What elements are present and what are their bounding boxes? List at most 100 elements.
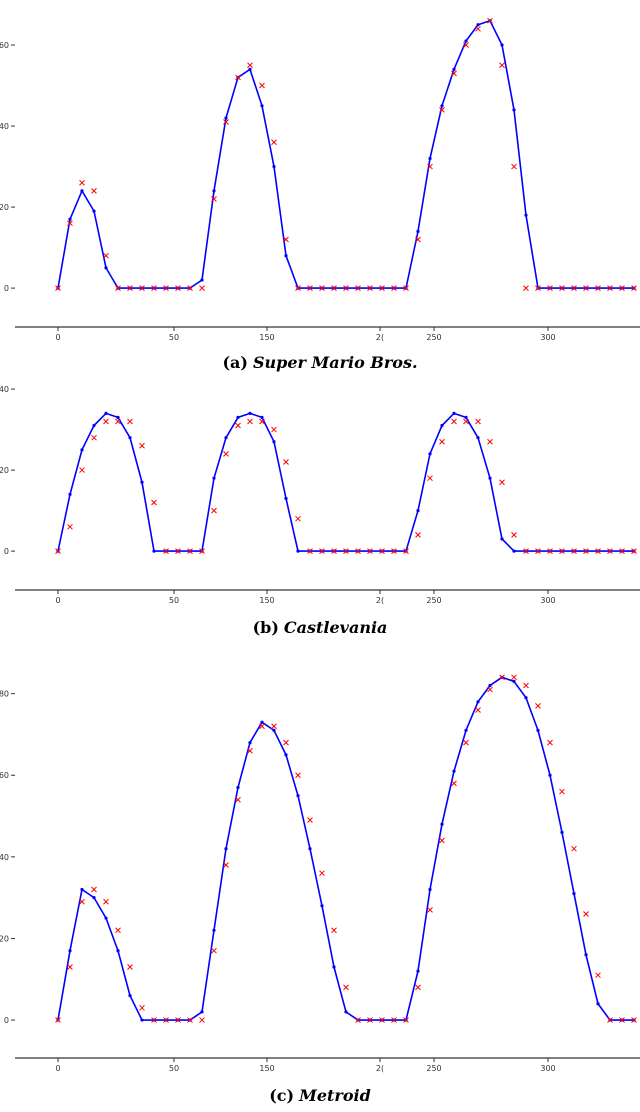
y-tick-label: 80 xyxy=(0,690,9,699)
x-marker xyxy=(499,674,505,681)
point xyxy=(104,411,108,415)
point xyxy=(476,700,480,704)
x-marker xyxy=(619,548,625,554)
x-marker xyxy=(115,927,121,934)
x-tick-label: 2( xyxy=(376,596,384,605)
x-marker xyxy=(391,548,397,554)
x-marker xyxy=(547,548,553,554)
x-marker xyxy=(427,907,433,913)
point xyxy=(104,916,108,920)
point xyxy=(92,209,96,213)
x-marker xyxy=(283,739,289,746)
x-marker xyxy=(271,723,277,730)
x-marker xyxy=(103,898,109,905)
point xyxy=(308,847,312,851)
point xyxy=(140,480,144,484)
x-marker xyxy=(487,686,493,693)
point xyxy=(464,39,468,43)
x-marker xyxy=(547,285,553,291)
x-marker xyxy=(235,422,241,429)
caption: (b) Castlevania xyxy=(253,618,388,637)
x-marker xyxy=(67,523,73,530)
point xyxy=(512,679,516,684)
y-tick-label: 20 xyxy=(0,934,9,943)
x-marker xyxy=(415,984,421,991)
x-marker xyxy=(295,285,301,291)
x-marker xyxy=(175,285,181,291)
point xyxy=(272,728,276,732)
caption-title: Castlevania xyxy=(284,618,388,637)
x-marker xyxy=(127,964,133,970)
x-marker xyxy=(439,438,445,445)
x-marker xyxy=(55,1017,61,1023)
x-marker xyxy=(631,548,637,554)
point xyxy=(344,1010,348,1014)
x-marker xyxy=(319,285,325,291)
x-marker xyxy=(487,17,493,24)
point xyxy=(92,423,96,428)
x-marker xyxy=(367,285,373,291)
x-marker xyxy=(247,747,253,754)
x-marker xyxy=(163,285,169,291)
x-marker xyxy=(631,1017,637,1023)
x-marker xyxy=(115,285,121,291)
point xyxy=(116,949,120,953)
x-marker xyxy=(415,532,421,538)
x-tick-label: 50 xyxy=(169,596,179,605)
x-marker xyxy=(523,682,529,689)
x-marker xyxy=(91,434,97,441)
x-marker xyxy=(187,548,193,554)
series-line xyxy=(57,412,634,552)
x-marker xyxy=(211,507,217,514)
x-marker xyxy=(535,703,541,709)
x-marker xyxy=(79,467,85,473)
x-marker xyxy=(223,862,229,868)
point xyxy=(248,411,252,415)
x-marker xyxy=(343,984,349,991)
x-marker xyxy=(295,515,301,522)
x-marker xyxy=(535,285,541,291)
x-tick-label: 2( xyxy=(376,1064,384,1073)
x-marker xyxy=(283,236,289,243)
point xyxy=(272,440,276,444)
x-marker xyxy=(259,82,265,89)
point xyxy=(500,537,504,541)
point xyxy=(500,43,504,47)
x-marker xyxy=(187,285,193,291)
x-marker xyxy=(259,723,265,730)
point xyxy=(284,753,288,757)
point xyxy=(488,476,492,480)
x-tick-label: 250 xyxy=(426,1064,441,1073)
point xyxy=(200,278,204,282)
x-marker xyxy=(511,163,517,170)
x-tick-label: 150 xyxy=(259,596,274,605)
x-marker xyxy=(571,285,577,291)
x-tick-label: 0 xyxy=(55,1064,60,1073)
point xyxy=(260,104,264,108)
x-marker xyxy=(307,285,313,291)
point xyxy=(212,189,216,193)
x-marker xyxy=(451,780,457,787)
x-marker xyxy=(439,837,445,844)
x-marker xyxy=(475,707,481,713)
point xyxy=(260,415,264,420)
x-marker xyxy=(571,548,577,554)
x-marker xyxy=(355,1017,361,1023)
point xyxy=(236,785,240,790)
x-marker xyxy=(403,285,409,291)
y-tick-label: 40 xyxy=(0,853,9,862)
point xyxy=(248,67,252,71)
point xyxy=(584,953,588,957)
point xyxy=(104,266,108,270)
x-tick-label: 2( xyxy=(376,333,384,342)
point xyxy=(476,23,480,27)
x-marker xyxy=(355,548,361,554)
point xyxy=(128,993,132,998)
x-marker xyxy=(235,796,241,803)
x-marker xyxy=(559,548,565,554)
x-marker xyxy=(103,252,109,259)
x-marker xyxy=(187,1017,193,1023)
x-marker xyxy=(271,426,277,433)
x-marker xyxy=(463,42,469,48)
